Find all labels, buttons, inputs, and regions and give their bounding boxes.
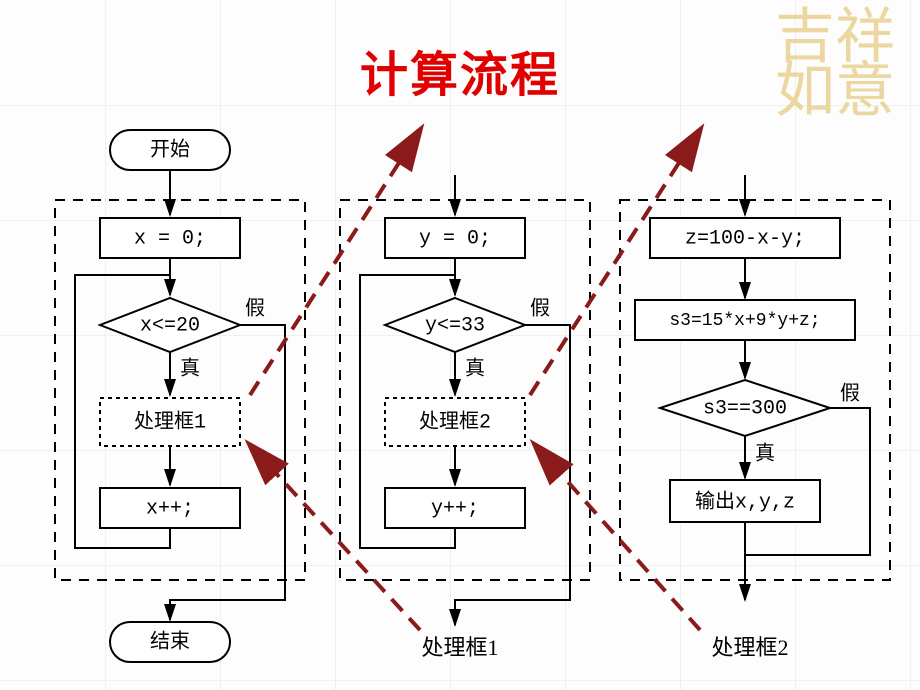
end-label: 结束 [150, 629, 190, 654]
p1-proc: 处理框1 [134, 409, 206, 434]
p3-s1: z=100-x-y; [685, 227, 805, 250]
p2-proc: 处理框2 [419, 409, 491, 434]
panel-1: 开始 x = 0; x<=20 假 真 处理框1 x++; 结束 [55, 130, 305, 662]
p1-true: 真 [180, 357, 200, 380]
start-label: 开始 [150, 137, 190, 162]
p2-true: 真 [465, 357, 485, 380]
p3-false: 假 [840, 382, 860, 405]
p1-cond: x<=20 [140, 314, 200, 337]
p1-false: 假 [245, 297, 265, 320]
p3-caption: 处理框2 [711, 635, 788, 660]
p1-inc: x++; [146, 497, 194, 520]
p3-cond: s3==300 [703, 397, 787, 420]
p2-cond: y<=33 [425, 314, 485, 337]
p2-init: y = 0; [419, 227, 491, 250]
panel-2: y = 0; y<=33 假 真 处理框2 y++; 处理框1 [340, 175, 590, 660]
annotation-arrows [250, 130, 700, 630]
p3-s2: s3=15*x+9*y+z; [669, 311, 820, 331]
p3-true: 真 [755, 442, 775, 465]
p2-inc: y++; [431, 497, 479, 520]
flowchart-svg: 开始 x = 0; x<=20 假 真 处理框1 x++; 结束 y = 0; … [0, 0, 920, 690]
p2-caption: 处理框1 [421, 635, 498, 660]
p2-false: 假 [530, 297, 550, 320]
p3-out: 输出x,y,z [695, 489, 795, 514]
p1-init: x = 0; [134, 227, 206, 250]
